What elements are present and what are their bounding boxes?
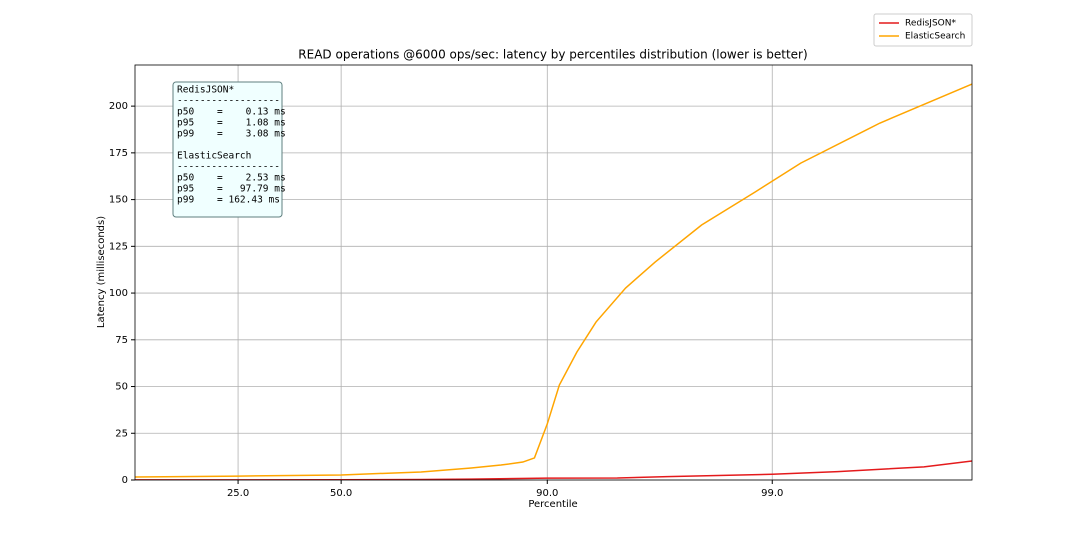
annotation-line: p50 = 2.53 ms [177,173,286,184]
y-tick-label: 125 [109,241,128,252]
y-axis-label: Latency (milliseconds) [96,216,107,328]
x-axis-label: Percentile [528,499,577,510]
legend-label: RedisJSON* [905,19,956,29]
chart-title: READ operations @6000 ops/sec: latency b… [298,48,807,62]
line [135,83,972,478]
x-tick-label: 99.0 [761,488,783,499]
y-tick-label: 75 [115,335,128,346]
annotation-line: RedisJSON* [177,85,234,96]
annotation-line: ElasticSearch [177,151,251,162]
y-tick-label: 25 [115,428,128,439]
y-tick-label: 100 [109,288,128,299]
y-tick-label: 175 [109,148,128,159]
annotation-line: p95 = 97.79 ms [177,184,286,195]
x-tick-label: 90.0 [536,488,558,499]
y-tick-label: 0 [122,475,128,486]
annotation-line: p50 = 0.13 ms [177,107,286,118]
line [135,460,972,480]
y-tick-label: 200 [109,101,128,112]
annotation-line: p95 = 1.08 ms [177,118,286,129]
annotation-line: ------------------ [177,162,280,173]
x-tick-label: 25.0 [227,488,249,499]
annotation-line: p99 = 162.43 ms [177,195,280,206]
y-tick-label: 150 [109,195,128,206]
legend-label: ElasticSearch [905,32,965,42]
plot-frame [134,64,973,481]
annotation-line: ------------------ [177,96,280,107]
annotation-box [172,81,283,218]
y-tick-label: 50 [115,382,128,393]
legend-box [873,13,973,47]
annotation-line: p99 = 3.08 ms [177,129,286,140]
x-tick-label: 50.0 [330,488,352,499]
